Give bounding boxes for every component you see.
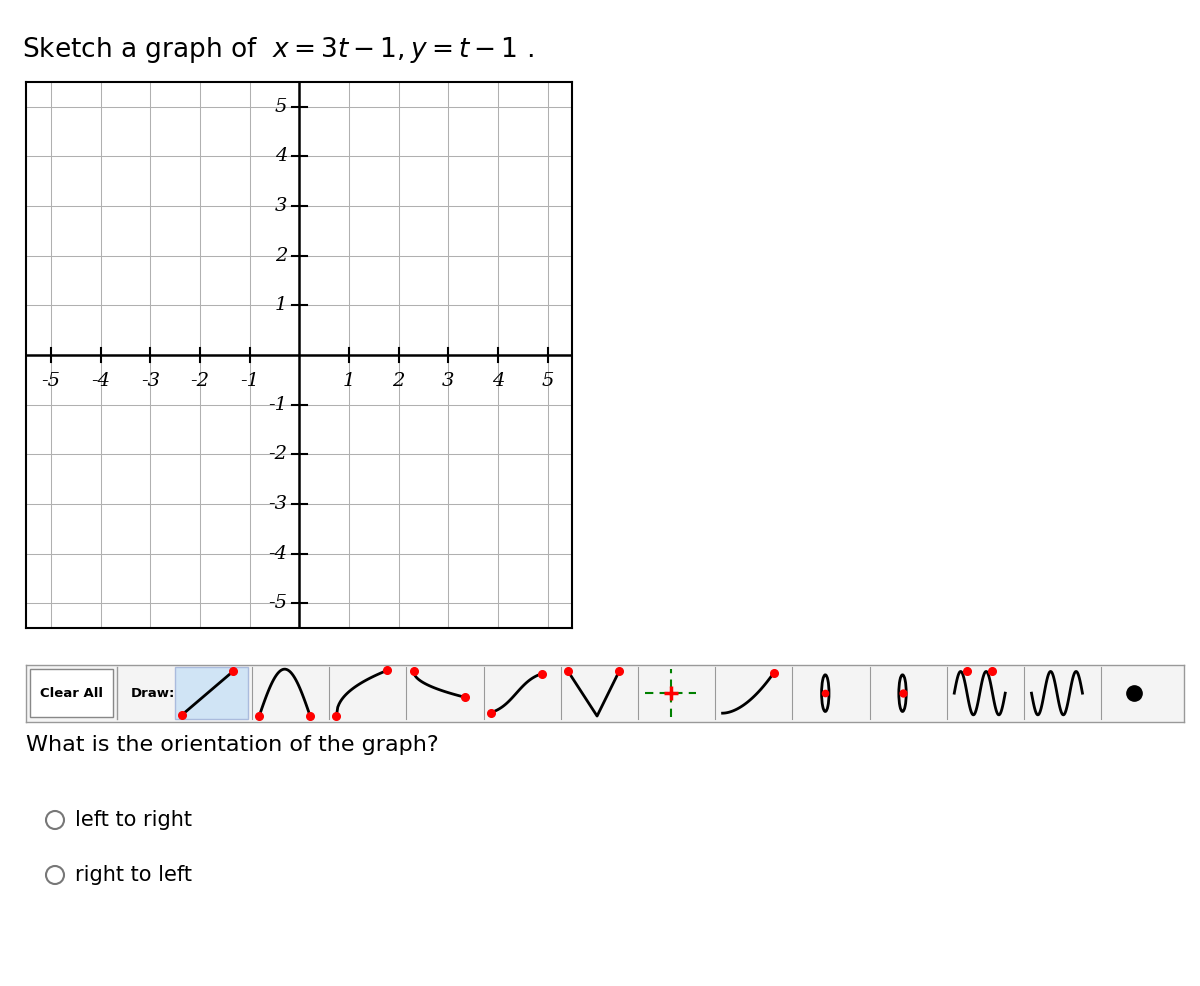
- Text: -2: -2: [191, 373, 210, 390]
- Text: right to left: right to left: [74, 865, 192, 885]
- Text: Sketch a graph of  $x = 3t-1, y = t-1$ .: Sketch a graph of $x = 3t-1, y = t-1$ .: [22, 35, 533, 64]
- Text: left to right: left to right: [74, 810, 192, 830]
- Text: Clear All: Clear All: [40, 686, 103, 700]
- Text: -1: -1: [268, 395, 287, 413]
- Text: -5: -5: [42, 373, 61, 390]
- Text: -4: -4: [91, 373, 110, 390]
- Text: What is the orientation of the graph?: What is the orientation of the graph?: [26, 735, 439, 754]
- Text: Draw:: Draw:: [131, 686, 175, 700]
- Text: -4: -4: [268, 544, 287, 562]
- Text: 5: 5: [541, 373, 553, 390]
- Text: 5: 5: [275, 98, 287, 115]
- FancyBboxPatch shape: [175, 667, 248, 720]
- Text: 3: 3: [442, 373, 455, 390]
- Text: -1: -1: [240, 373, 259, 390]
- Text: 4: 4: [492, 373, 504, 390]
- Text: 4: 4: [275, 148, 287, 166]
- Text: 2: 2: [275, 246, 287, 264]
- Text: 1: 1: [275, 297, 287, 315]
- Text: 1: 1: [343, 373, 355, 390]
- Text: -3: -3: [140, 373, 160, 390]
- Text: 2: 2: [392, 373, 404, 390]
- Text: -2: -2: [268, 446, 287, 463]
- Text: 3: 3: [275, 197, 287, 215]
- FancyBboxPatch shape: [30, 669, 113, 717]
- Text: -5: -5: [268, 595, 287, 612]
- Text: -3: -3: [268, 495, 287, 513]
